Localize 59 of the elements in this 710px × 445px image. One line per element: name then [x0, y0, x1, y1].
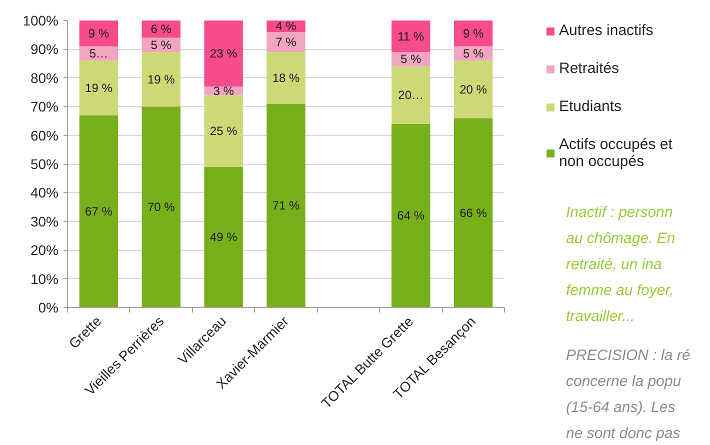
data-label: 9 % — [88, 26, 110, 40]
bar — [266, 104, 306, 308]
bar — [266, 52, 306, 104]
bar — [392, 124, 430, 308]
data-label: 5… — [89, 46, 108, 61]
y-tick-label: 100% — [22, 12, 59, 28]
data-label: 5 % — [150, 38, 172, 52]
bar — [454, 60, 493, 118]
y-tick-label: 0% — [38, 300, 58, 316]
data-label: 18 % — [272, 70, 300, 85]
data-label: 3 % — [213, 84, 234, 98]
bar — [142, 52, 180, 107]
data-label: 23 % — [210, 46, 238, 61]
bar — [79, 46, 118, 61]
bar — [204, 95, 243, 167]
data-label: 5 % — [462, 46, 484, 61]
data-label: 9 % — [462, 26, 484, 40]
data-label: 7 % — [276, 35, 297, 50]
y-tick-label: 10% — [30, 270, 59, 287]
y-tick-label: 20% — [30, 242, 59, 258]
data-label: 20 % — [460, 82, 488, 96]
bar — [204, 20, 243, 87]
data-label: 19 % — [147, 72, 176, 86]
bar — [266, 32, 306, 52]
y-tick-label: 40% — [30, 184, 59, 201]
bar — [79, 60, 118, 116]
data-label: 70 % — [147, 200, 176, 214]
data-label: 25 % — [210, 124, 238, 138]
y-tick-label: 60% — [30, 127, 59, 144]
data-label: 64 % — [397, 208, 425, 223]
data-label: 5 % — [400, 52, 422, 66]
y-tick-label: 70% — [30, 98, 59, 115]
bar — [454, 20, 493, 46]
bar — [454, 118, 493, 308]
data-label: 11 % — [398, 29, 424, 44]
y-tick-label: 90% — [30, 41, 59, 58]
data-label: 19 % — [85, 80, 113, 95]
data-label: 4 % — [276, 19, 297, 34]
data-label: 66 % — [460, 206, 488, 220]
legend-label: Actifs occupés et non occupés — [559, 136, 672, 170]
data-label: 71 % — [272, 198, 300, 213]
data-label: 49 % — [210, 230, 238, 244]
bar — [204, 166, 243, 308]
data-label: 20… — [398, 88, 424, 102]
text: Inactif : personn au chômage. En retraité, un ina femme au foyer, travailler... — [566, 203, 676, 327]
y-tick-label: 50% — [30, 156, 59, 172]
bar — [392, 66, 430, 124]
data-label: 6 % — [150, 22, 172, 36]
y-tick-label: 80% — [30, 70, 59, 86]
legend-label: Retraités — [559, 60, 620, 77]
y-tick-label: 30% — [30, 213, 59, 230]
text: PRECISION : la ré concerne la popu (15-64 ans). Les ne sont donc pas — [566, 346, 690, 444]
legend-label: Etudiants — [559, 98, 622, 115]
bar — [79, 115, 118, 308]
legend-label: Autres inactifs — [559, 22, 654, 39]
bar — [392, 20, 430, 52]
bar — [142, 106, 180, 308]
bar — [79, 20, 118, 46]
data-label: 67 % — [85, 204, 113, 218]
